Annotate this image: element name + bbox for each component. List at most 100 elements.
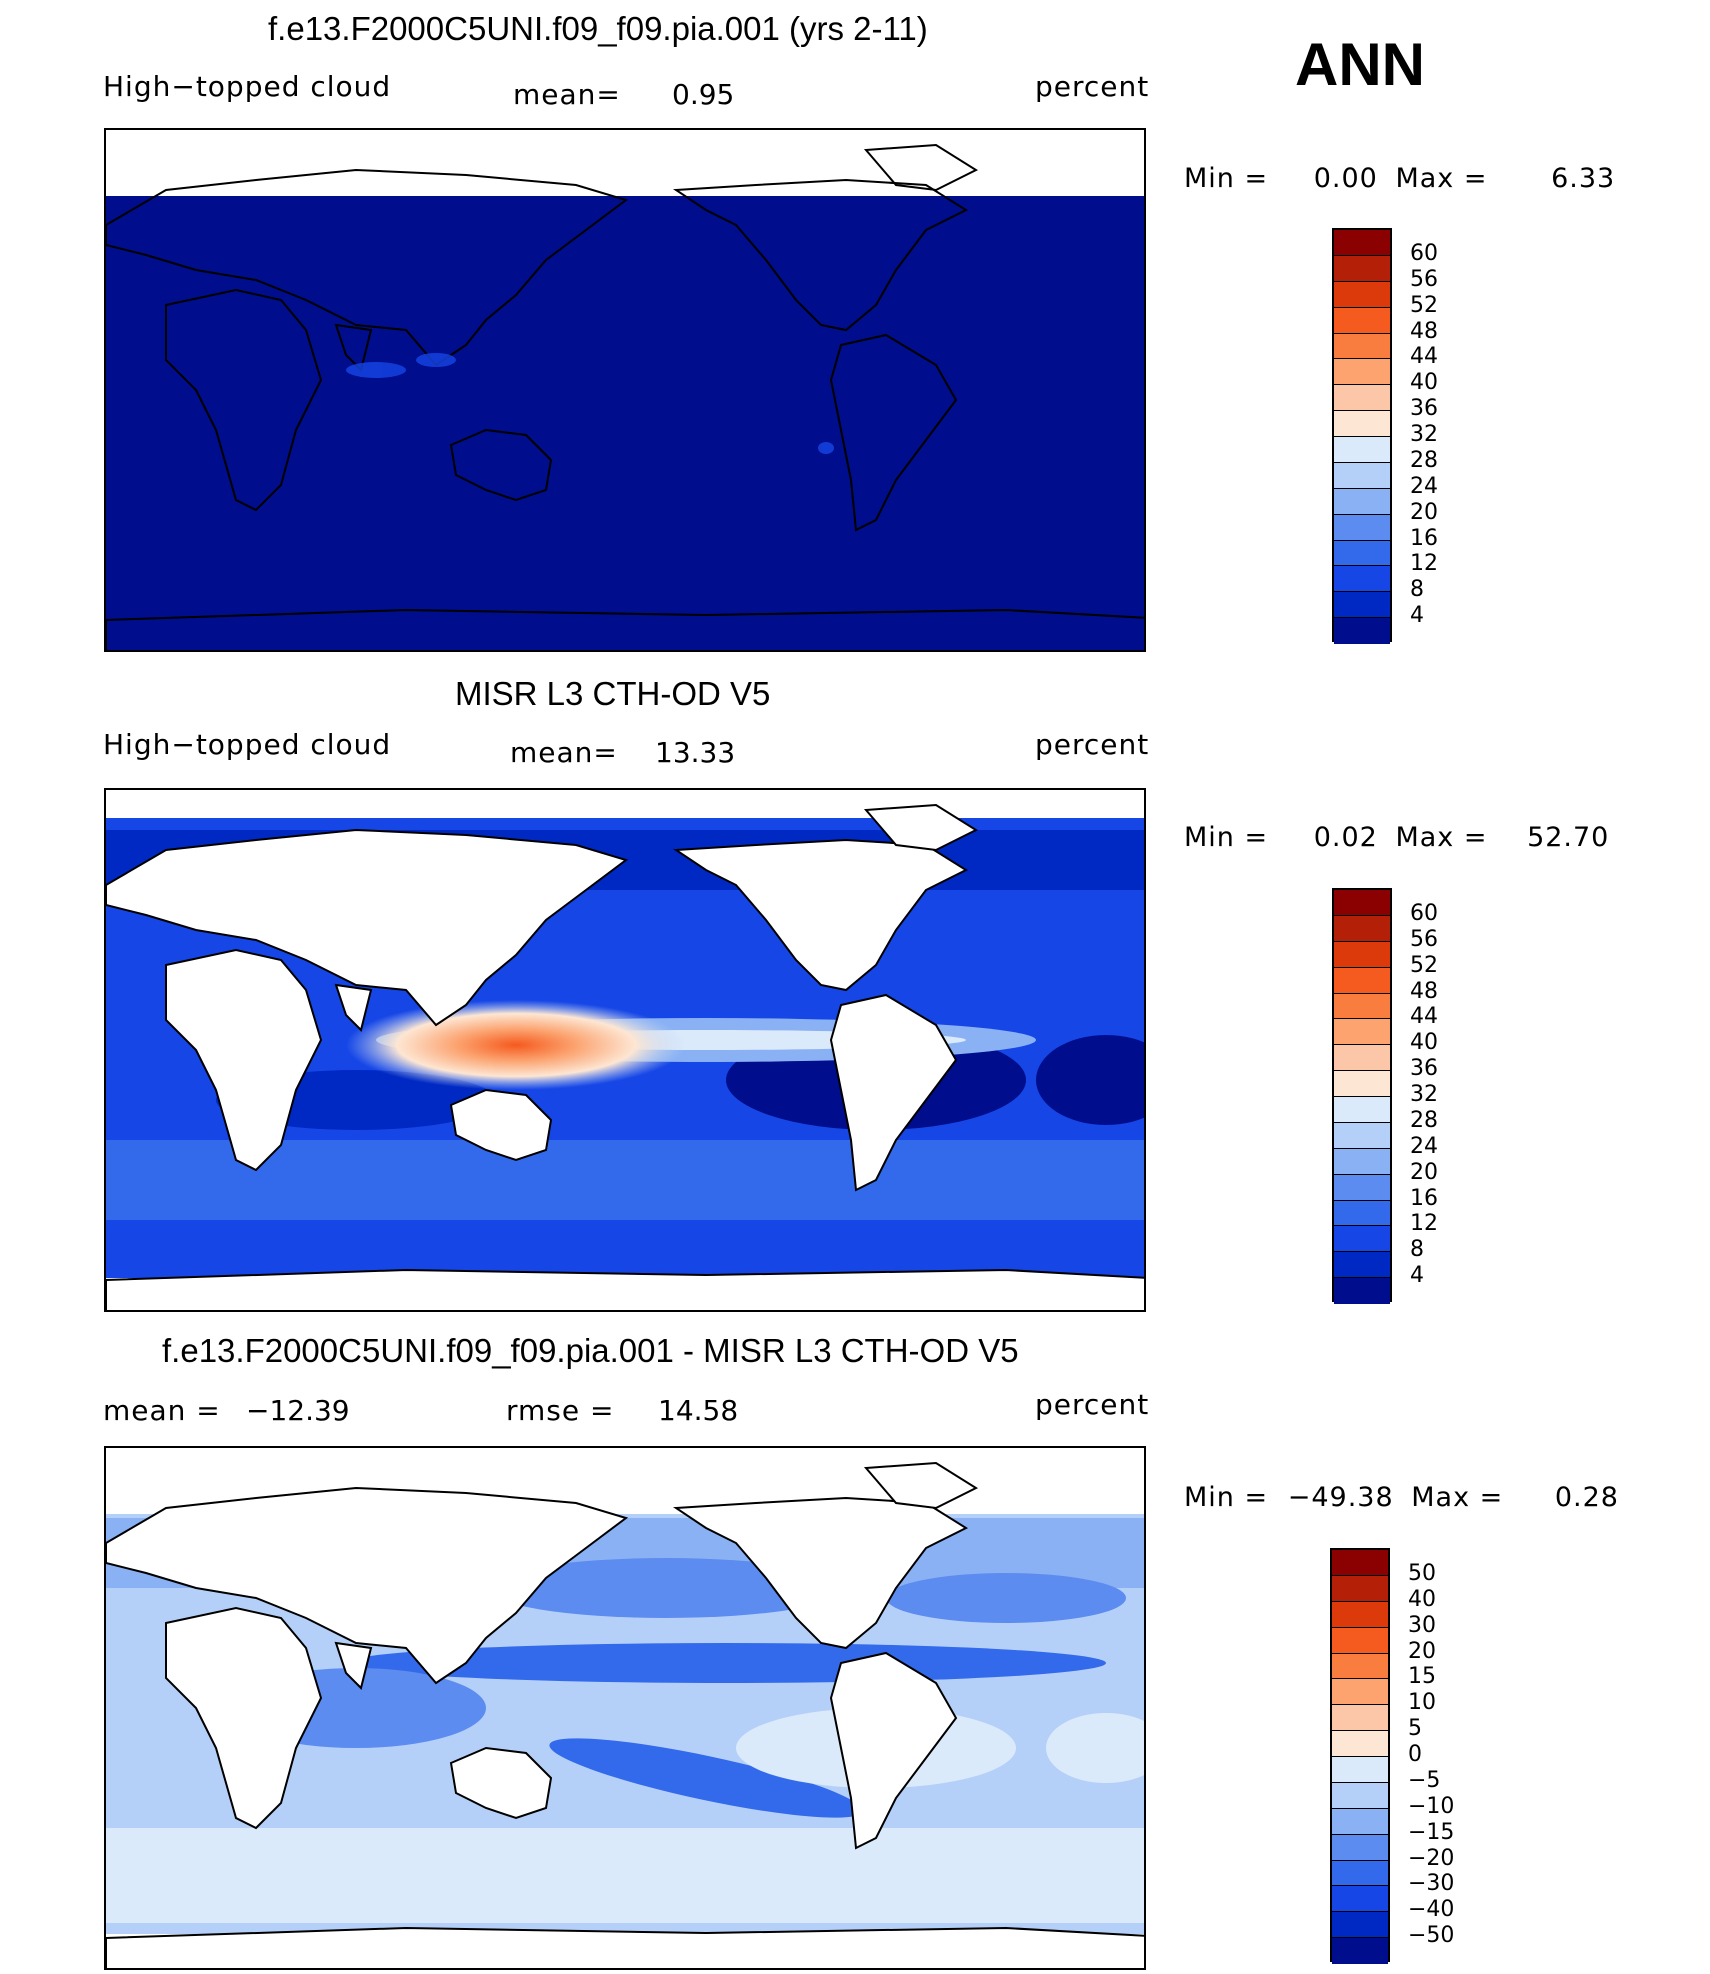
colorbar-tick-label: 50 — [1408, 1560, 1436, 1586]
panel3-max-label: Max = — [1411, 1482, 1504, 1513]
continent-outline — [863, 1461, 979, 1510]
panel1-minmax: Min = 0.00 Max = 6.33 — [1184, 163, 1615, 194]
continent-outline — [829, 1651, 958, 1850]
colorbar-box — [1332, 1912, 1388, 1939]
colorbar-box — [1332, 1757, 1388, 1783]
colorbar-tick-label: 16 — [1410, 525, 1438, 551]
continent-outline — [863, 143, 979, 192]
panel3-max-value: 0.28 — [1554, 1482, 1619, 1513]
colorbar-box — [1334, 437, 1390, 463]
colorbar-tick-label: 36 — [1410, 1056, 1438, 1082]
colorbar-box — [1332, 1679, 1388, 1706]
panel2-min-label: Min = — [1184, 822, 1269, 853]
colorbar-box — [1334, 1174, 1390, 1201]
colorbar-tick-label: 8 — [1410, 577, 1424, 603]
colorbar-tick-label: 10 — [1408, 1690, 1436, 1716]
panel2-max-label: Max = — [1395, 822, 1488, 853]
colorbar-box — [1332, 1705, 1388, 1732]
colorbar-box — [1332, 1886, 1388, 1913]
colorbar-tick-label: 28 — [1410, 447, 1438, 473]
colorbar-box — [1332, 1731, 1388, 1757]
colorbar-box — [1334, 915, 1390, 942]
colorbar-box — [1334, 359, 1390, 386]
colorbar-tick-label: 20 — [1410, 499, 1438, 525]
continent-outline — [672, 178, 969, 332]
panel3-units: percent — [1035, 1388, 1150, 1421]
colorbar-box — [1334, 1278, 1390, 1304]
colorbar-tick-label: 12 — [1410, 551, 1438, 577]
colorbar-tick-label: 4 — [1410, 1263, 1424, 1289]
continent-outline — [672, 1496, 969, 1650]
continent-outline — [334, 983, 373, 1032]
colorbar-tick-label: −20 — [1408, 1845, 1455, 1871]
panel2-map-svg — [106, 803, 1144, 1310]
colorbar-box — [1334, 1200, 1390, 1227]
colorbar-tick-label: 12 — [1410, 1211, 1438, 1237]
colorbar-box — [1334, 993, 1390, 1020]
colorbar-box — [1334, 540, 1390, 567]
panel2-map — [104, 788, 1146, 1312]
panel2-mean-label: mean= — [510, 736, 618, 769]
panel1-mean-value: 0.95 — [672, 78, 735, 111]
colorbar-tick-label: 48 — [1410, 318, 1438, 344]
panel2-colorbar — [1332, 888, 1392, 1304]
season-label: ANN — [1295, 31, 1425, 98]
panel1-max-value: 6.33 — [1551, 163, 1616, 194]
colorbar-tick-label: 32 — [1410, 422, 1438, 447]
colorbar-tick-label: 40 — [1408, 1586, 1436, 1612]
panel1-max-label: Max = — [1395, 163, 1488, 194]
colorbar-tick-label: 24 — [1410, 1133, 1438, 1159]
colorbar-box — [1334, 1019, 1390, 1046]
panel3-map-svg — [106, 1461, 1144, 1968]
panel3-n-atlantic — [886, 1573, 1126, 1623]
continent-outline — [165, 948, 323, 1172]
panel3-minmax: Min = −49.38 Max = 0.28 — [1184, 1482, 1619, 1513]
continent-outline — [829, 333, 958, 532]
panel2-min-value: 0.02 — [1313, 822, 1378, 853]
colorbar-box — [1332, 1834, 1388, 1861]
panel1-highlights — [346, 353, 834, 454]
panel1-title: f.e13.F2000C5UNI.f09_f09.pia.001 (yrs 2-… — [268, 10, 928, 47]
colorbar-box — [1334, 1071, 1390, 1097]
colorbar-tick-label: 0 — [1408, 1742, 1422, 1767]
colorbar-box — [1332, 1575, 1388, 1602]
panel2-land — [106, 803, 1144, 1310]
panel1-units: percent — [1035, 70, 1150, 103]
continent-outline — [106, 168, 629, 367]
colorbar-tick-label: 28 — [1410, 1107, 1438, 1133]
continent-outline — [449, 1746, 553, 1820]
colorbar-tick-label: 36 — [1410, 396, 1438, 422]
colorbar-tick-label: 52 — [1410, 952, 1438, 978]
panel3-map — [104, 1446, 1146, 1970]
colorbar-tick-label: 56 — [1410, 266, 1438, 292]
colorbar-tick-label: 20 — [1410, 1159, 1438, 1185]
colorbar-box — [1334, 967, 1390, 994]
colorbar-tick-label: 5 — [1408, 1716, 1422, 1742]
colorbar-box — [1334, 462, 1390, 489]
colorbar-tick-label: −5 — [1408, 1767, 1441, 1793]
continent-outline — [449, 1088, 553, 1162]
colorbar-tick-label: 44 — [1410, 1004, 1438, 1030]
panel1-mean-label: mean= — [513, 78, 621, 111]
colorbar-tick-label: 40 — [1410, 1030, 1438, 1056]
continent-outline — [106, 828, 629, 1027]
colorbar-tick-label: −50 — [1408, 1923, 1455, 1949]
colorbar-tick-label: 8 — [1410, 1237, 1424, 1263]
colorbar-box — [1334, 230, 1390, 256]
panel1-min-label: Min = — [1184, 163, 1269, 194]
panel2-mean-value: 13.33 — [655, 736, 736, 769]
continent-outline — [106, 1268, 1144, 1310]
colorbar-box — [1334, 1252, 1390, 1279]
colorbar-tick-label: 60 — [1410, 900, 1438, 926]
panel3-title: f.e13.F2000C5UNI.f09_f09.pia.001 - MISR … — [162, 1332, 1019, 1369]
colorbar-tick-label: 48 — [1410, 978, 1438, 1004]
colorbar-tick-label: 56 — [1410, 926, 1438, 952]
panel3-mean-value: −12.39 — [246, 1394, 350, 1427]
colorbar-tick-label: 60 — [1410, 240, 1438, 266]
panel3-se-atlantic — [1046, 1713, 1144, 1783]
continent-outline — [334, 1641, 373, 1690]
continent-outline — [829, 993, 958, 1192]
panel2-minmax: Min = 0.02 Max = 52.70 — [1184, 822, 1609, 853]
colorbar-tick-label: −15 — [1408, 1819, 1455, 1845]
panel3-rmse-value: 14.58 — [658, 1394, 739, 1427]
